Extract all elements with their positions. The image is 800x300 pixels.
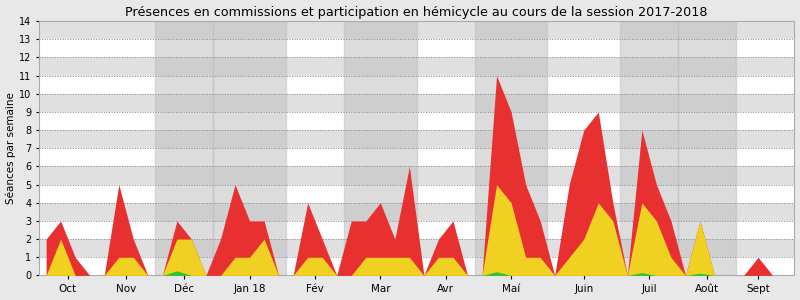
Y-axis label: Séances par semaine: Séances par semaine bbox=[6, 92, 16, 204]
Bar bbox=[678, 21, 736, 275]
Bar bbox=[620, 21, 678, 275]
Bar bbox=[155, 21, 214, 275]
Bar bbox=[474, 21, 547, 275]
Title: Présences en commissions et participation en hémicycle au cours de la session 20: Présences en commissions et participatio… bbox=[126, 6, 708, 19]
Bar bbox=[214, 21, 286, 275]
Bar bbox=[344, 21, 417, 275]
